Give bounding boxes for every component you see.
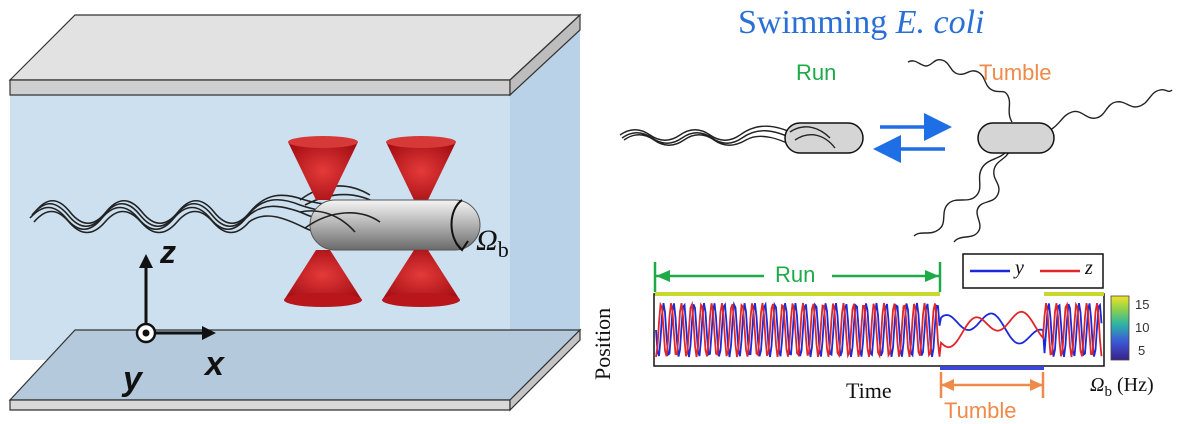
rotation-rate-label: Ωb <box>476 224 509 262</box>
rotation-arrow-icon <box>450 199 469 252</box>
colorbar-tick-10: 10 <box>1135 320 1150 335</box>
plot-legend <box>962 253 1104 289</box>
optical-trap-front <box>284 250 460 307</box>
bottom-plate <box>8 329 582 401</box>
channel-illustration <box>8 13 582 412</box>
plot-x-axis-label: Time <box>846 378 892 403</box>
tumble-cell <box>907 58 1173 243</box>
tumble-flagellum-4 <box>913 149 1009 237</box>
legend-y-label: y <box>1015 257 1024 279</box>
trap-cone-2-bottom <box>382 250 460 300</box>
plot-run-label: Run <box>771 262 820 288</box>
position-traces <box>655 300 1103 359</box>
trap-cone-1-bottom <box>284 250 362 300</box>
colorbar <box>1110 295 1130 361</box>
run-state-label: Run <box>796 60 837 85</box>
tumble-flagellum-1 <box>907 58 1013 123</box>
y-axis-label: y <box>123 360 142 398</box>
trap-cone-1-top <box>288 142 358 200</box>
top-plate <box>8 14 582 81</box>
optical-trap-back <box>288 136 456 200</box>
trace-z <box>655 300 1103 359</box>
figure-title: Swimming E. coli <box>738 4 985 41</box>
tumble-cell-body <box>977 122 1055 154</box>
x-axis-label: x <box>205 345 224 383</box>
trace-y <box>655 301 1103 358</box>
flagella-over-body <box>299 210 381 233</box>
flagella-bundle <box>29 185 381 238</box>
run-flagella <box>619 125 801 151</box>
plot-y-axis-label: Position <box>590 307 615 380</box>
tumble-flagellum-3 <box>953 149 1011 243</box>
tumble-state-label: Tumble <box>979 60 1052 85</box>
z-axis-label: z <box>160 234 176 270</box>
run-span-arrow <box>653 262 942 292</box>
plot-tumble-label: Tumble <box>944 398 1017 423</box>
colorbar-label: Ωb (Hz) <box>1090 374 1154 400</box>
tumble-span-arrow <box>939 372 1045 398</box>
legend-z-label: z <box>1085 257 1093 279</box>
coordinate-axes <box>135 254 216 344</box>
colorbar-tick-5: 5 <box>1138 343 1146 358</box>
run-cell <box>619 122 864 154</box>
trap-cone-2-top <box>386 142 456 200</box>
state-switch-arrows <box>873 113 952 163</box>
water-side-face <box>510 30 580 360</box>
omega-strip <box>655 292 1104 370</box>
bottom-plate-edge <box>9 399 511 411</box>
colorbar-tick-15: 15 <box>1135 297 1150 312</box>
tumble-flagellum-2 <box>1049 88 1173 131</box>
top-plate-edge <box>9 79 511 96</box>
